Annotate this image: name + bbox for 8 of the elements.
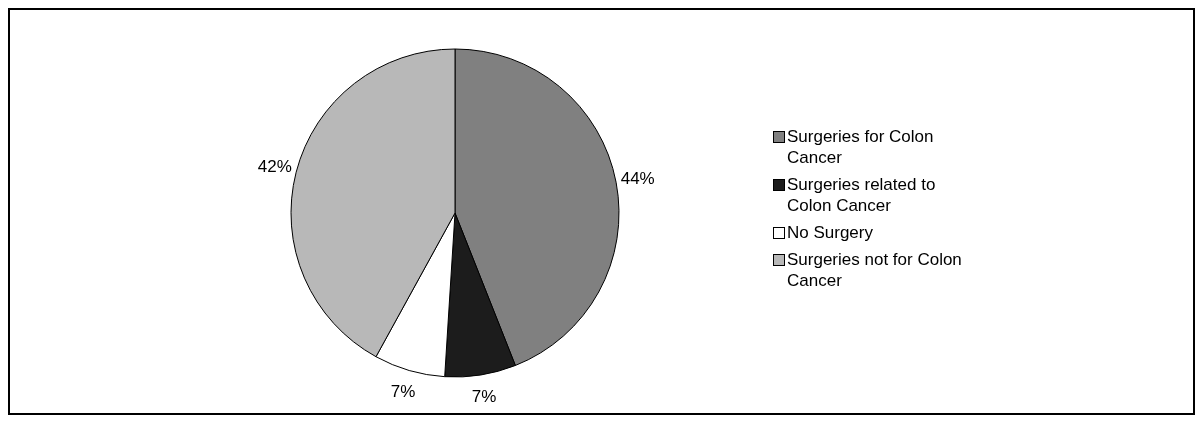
data-label: 7% (471, 387, 497, 407)
legend-label: Surgeries for Colon Cancer (787, 126, 935, 168)
legend-label: Surgeries not for Colon Cancer (787, 249, 963, 291)
legend-label: Surgeries related to Colon Cancer (787, 174, 937, 216)
data-label: 44% (620, 168, 655, 188)
data-label: 7% (390, 382, 416, 402)
legend-label: No Surgery (787, 222, 873, 243)
data-label: 42% (257, 157, 292, 177)
